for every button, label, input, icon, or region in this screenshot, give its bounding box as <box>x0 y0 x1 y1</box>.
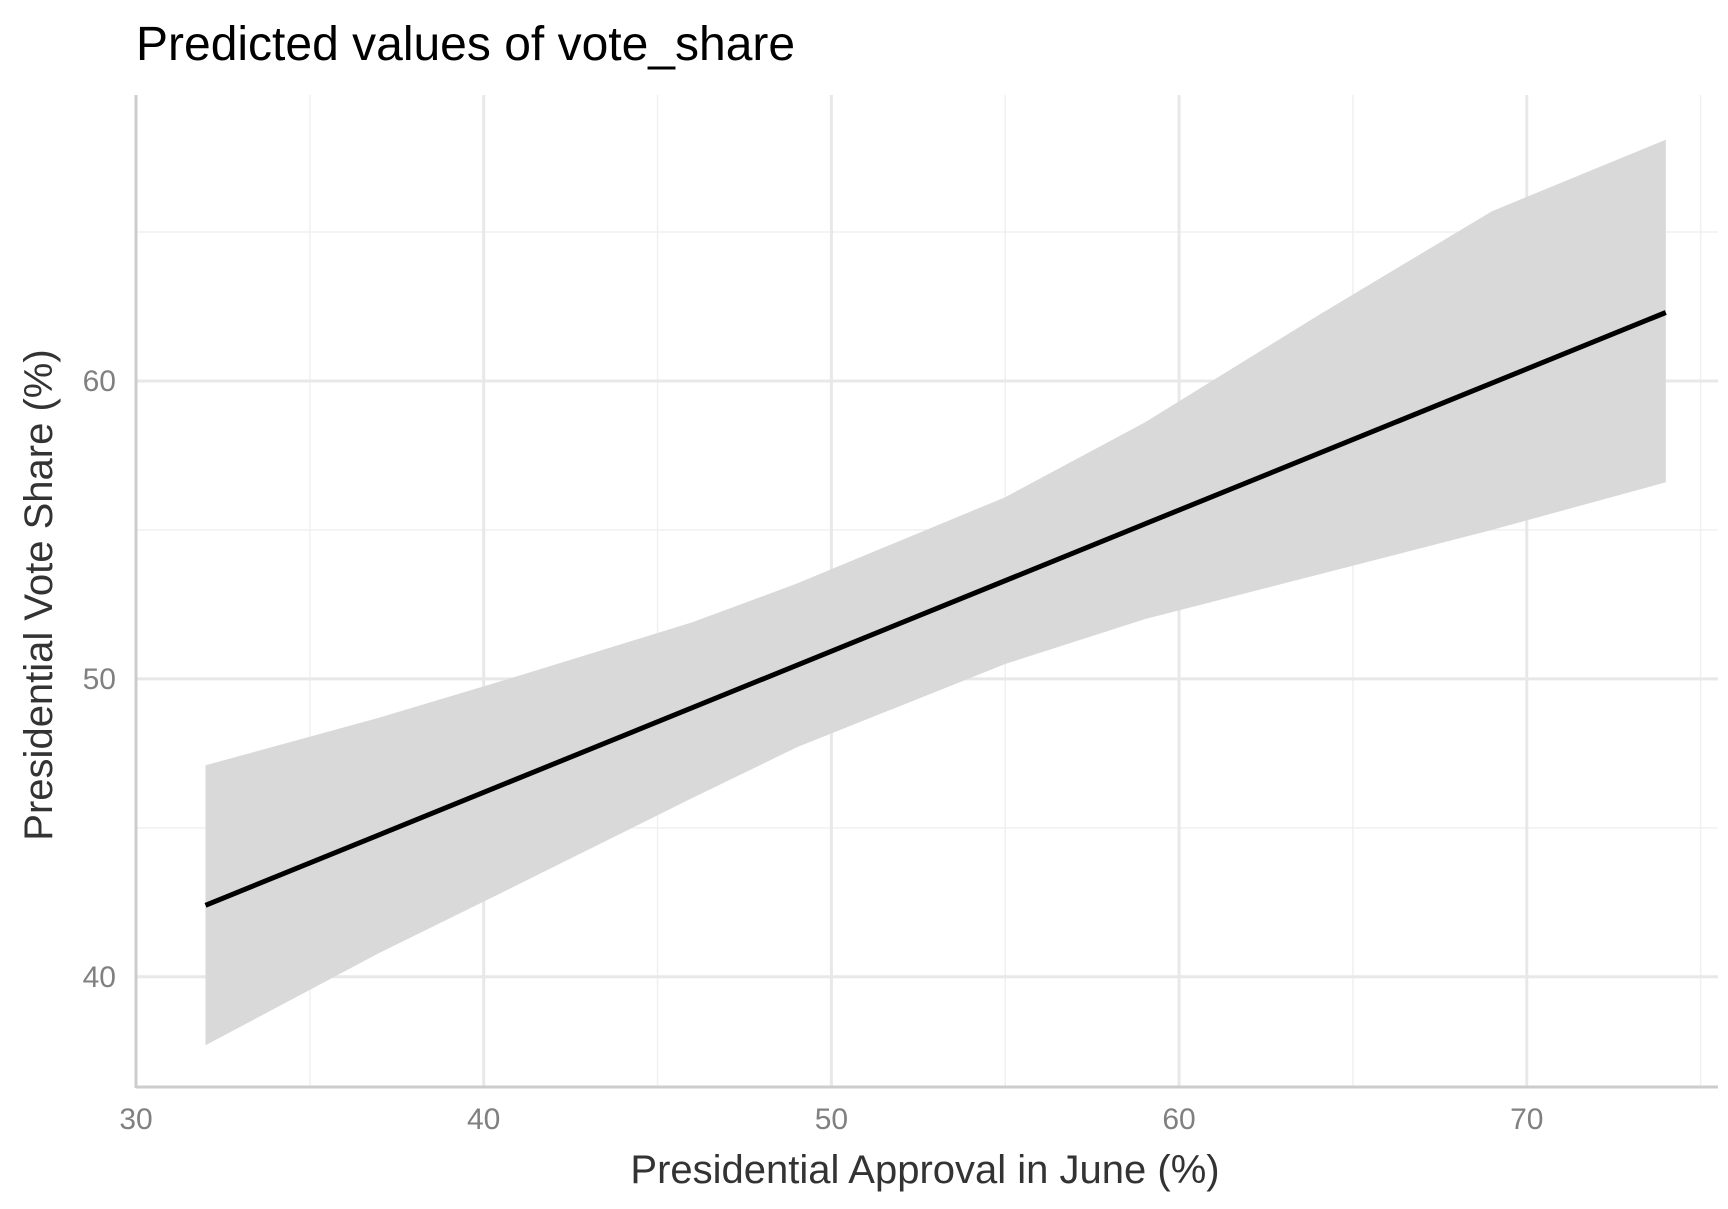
x-tick-label: 50 <box>815 1103 848 1136</box>
x-tick-label: 40 <box>467 1103 500 1136</box>
x-tick-label: 70 <box>1510 1103 1543 1136</box>
x-tick-label: 60 <box>1162 1103 1195 1136</box>
series-line-layer <box>204 310 1667 908</box>
y-tick-label: 60 <box>83 365 116 398</box>
axis-lines <box>134 95 1718 1089</box>
y-tick-label: 50 <box>83 663 116 696</box>
y-tick-label: 40 <box>83 961 116 994</box>
confidence-band-layer <box>205 139 1666 1046</box>
x-tick-label: 30 <box>119 1103 152 1136</box>
chart-title: Predicted values of vote_share <box>136 18 795 71</box>
y-tick-labels: 40 50 60 <box>83 365 116 994</box>
confidence-band <box>205 139 1666 1046</box>
y-axis-title: Presidential Vote Share (%) <box>17 349 61 840</box>
x-axis-title: Presidential Approval in June (%) <box>630 1148 1219 1192</box>
x-tick-labels: 30 40 50 60 70 <box>119 1103 1543 1136</box>
prediction-line <box>204 310 1667 908</box>
